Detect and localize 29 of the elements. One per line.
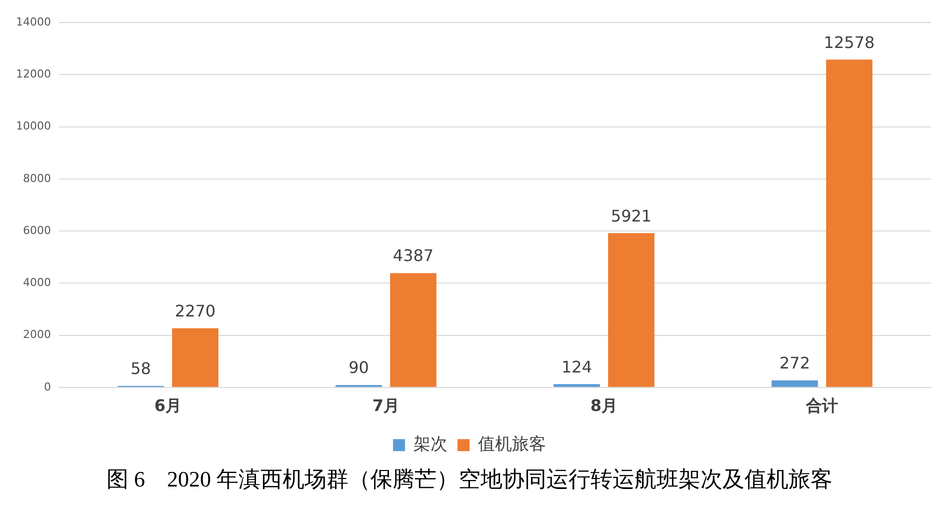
y-tick-label: 2000 [22,328,51,342]
data-label: 2270 [174,301,216,320]
y-tick-label: 6000 [22,224,51,237]
y-tick-label: 14000 [16,15,51,28]
y-tick-label: 0 [44,380,51,394]
bar [772,380,818,387]
bar [826,60,872,387]
legend-label: 值机旅客 [478,434,546,455]
data-label: 58 [130,359,151,378]
y-tick-label: 4000 [22,276,51,290]
x-tick-label: 合计 [805,396,838,416]
y-tick-label: 12000 [16,68,51,81]
bar [172,328,218,387]
text: 图 6 2020 年滇西机场群（保腾芒）空地协同运行转运航班架次及值机旅客 [106,466,832,492]
data-label: 12578 [824,32,875,52]
y-tick-label: 10000 [16,120,51,133]
data-label: 124 [561,357,592,376]
data-label: 90 [348,358,369,378]
x-tick-label: 7月 [372,396,400,416]
y-tick-label: 8000 [22,172,51,185]
x-tick-label: 6月 [154,396,182,416]
legend-label: 架次 [414,434,448,455]
x-tick-label: 8月 [590,396,618,416]
data-label: 4387 [392,246,434,266]
bar [608,233,654,387]
bar [390,273,436,387]
data-label: 272 [779,353,810,372]
data-label: 5921 [610,206,652,226]
bar [554,384,600,387]
